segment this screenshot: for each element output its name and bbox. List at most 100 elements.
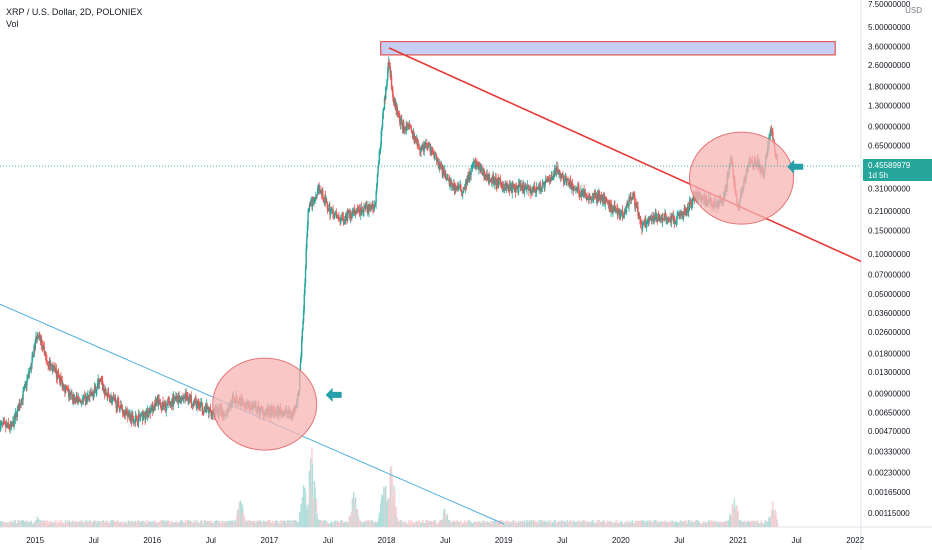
- candle-body: [108, 394, 110, 398]
- candle-body: [645, 222, 648, 228]
- candle-body: [157, 398, 160, 406]
- candle-body: [555, 166, 558, 172]
- y-tick-label: 0.21000000: [868, 207, 911, 216]
- candle-body: [160, 404, 162, 410]
- candle-body: [316, 194, 318, 197]
- candle-body: [68, 395, 71, 397]
- candle-body: [204, 406, 206, 410]
- candle-body: [114, 398, 117, 401]
- candle-body: [435, 154, 438, 160]
- candle-body: [18, 404, 20, 412]
- candle-body: [302, 310, 305, 322]
- candle-body: [560, 175, 563, 178]
- volume-bar: [592, 520, 594, 527]
- candle-body: [315, 196, 318, 198]
- candle-body: [168, 400, 170, 403]
- volume-bar: [36, 516, 38, 527]
- candle-body: [528, 185, 530, 191]
- arrow-marker-2: [787, 159, 804, 174]
- candle-body: [119, 408, 121, 411]
- candle-body: [340, 218, 343, 220]
- candle-body: [322, 190, 324, 200]
- candle-body: [333, 214, 336, 218]
- candle-body: [662, 218, 664, 220]
- volume-bar: [490, 520, 492, 527]
- candle-body: [520, 184, 522, 189]
- candle-body: [581, 192, 583, 196]
- candle-body: [60, 377, 62, 380]
- volume-label: Vol: [6, 19, 19, 29]
- candle-body: [666, 219, 668, 221]
- candle-body: [404, 126, 406, 131]
- candle-body: [132, 414, 134, 419]
- candle-body: [126, 408, 128, 415]
- candle-body: [331, 209, 333, 211]
- candle-body: [462, 187, 465, 193]
- candle-body: [498, 179, 500, 186]
- candle-body: [634, 196, 636, 207]
- candle-body: [684, 208, 686, 211]
- candle-body: [666, 218, 669, 220]
- candle-body: [443, 172, 445, 175]
- candle-body: [323, 201, 325, 202]
- candle-body: [134, 415, 137, 423]
- candle-body: [195, 399, 197, 403]
- candle-body: [559, 170, 561, 173]
- candle-body: [338, 216, 340, 219]
- candle-body: [623, 211, 626, 216]
- candle-body: [127, 413, 130, 417]
- candle-body: [308, 211, 310, 212]
- candle-body: [372, 204, 374, 209]
- candle-body: [631, 199, 633, 200]
- candle-body: [304, 283, 306, 295]
- candle-body: [91, 392, 93, 396]
- candle-body: [476, 160, 478, 166]
- candle-body: [670, 215, 673, 223]
- candle-body: [677, 215, 679, 217]
- candle-body: [567, 178, 569, 183]
- candle-body: [67, 389, 69, 391]
- candle-body: [553, 175, 555, 177]
- candle-body: [374, 203, 377, 205]
- volume-bar: [161, 520, 164, 527]
- volume-bar: [371, 520, 373, 527]
- candle-body: [579, 194, 581, 197]
- x-tick-label: Jul: [89, 536, 99, 545]
- candle-body: [165, 406, 167, 412]
- candle-body: [23, 389, 25, 391]
- volume-bars: [0, 448, 779, 527]
- candle-body: [397, 111, 399, 116]
- volume-bar: [535, 521, 537, 527]
- candle-body: [417, 144, 420, 147]
- candle-body: [309, 200, 312, 207]
- candle-body: [123, 411, 126, 416]
- candle-body: [125, 409, 127, 416]
- candle-body: [84, 395, 86, 397]
- volume-bar: [201, 520, 203, 527]
- x-tick-label: 2019: [495, 536, 513, 545]
- candle-body: [153, 405, 155, 411]
- candle-body: [347, 212, 349, 219]
- y-tick-label: 2.60000000: [868, 61, 911, 70]
- candle-body: [116, 408, 118, 409]
- candle-body: [399, 115, 401, 125]
- candle-body: [439, 163, 442, 165]
- candle-body: [675, 219, 678, 223]
- candle-body: [532, 189, 535, 193]
- candle-body: [559, 172, 562, 178]
- candle-body: [630, 197, 633, 200]
- candle-body: [639, 219, 642, 224]
- candle-body: [399, 120, 402, 125]
- candle-body: [343, 221, 345, 223]
- volume-bar: [506, 520, 508, 527]
- candle-body: [186, 393, 188, 397]
- candle-body: [639, 216, 641, 220]
- candle-body: [546, 180, 549, 182]
- candle-body: [169, 404, 171, 406]
- candle-body: [458, 185, 460, 189]
- candle-body: [180, 401, 182, 403]
- candle-body: [576, 186, 579, 191]
- candle-body: [188, 396, 191, 399]
- candle-body: [37, 335, 40, 338]
